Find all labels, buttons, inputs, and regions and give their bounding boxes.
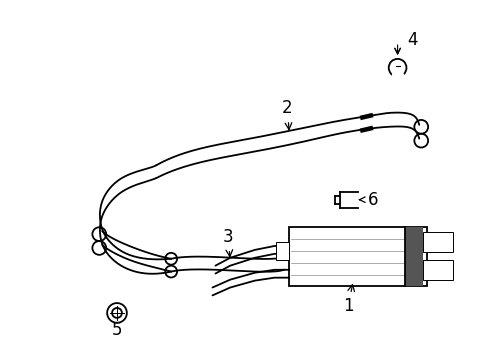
Text: 6: 6: [367, 191, 377, 209]
Bar: [289, 227, 426, 286]
Bar: [422, 232, 452, 252]
Bar: [422, 260, 452, 280]
Bar: [405, 227, 422, 286]
Text: 3: 3: [223, 228, 233, 257]
Bar: [275, 242, 289, 260]
Text: 1: 1: [343, 284, 354, 315]
Text: 5: 5: [112, 321, 122, 339]
Text: 4: 4: [407, 31, 417, 49]
Text: 2: 2: [282, 99, 292, 130]
